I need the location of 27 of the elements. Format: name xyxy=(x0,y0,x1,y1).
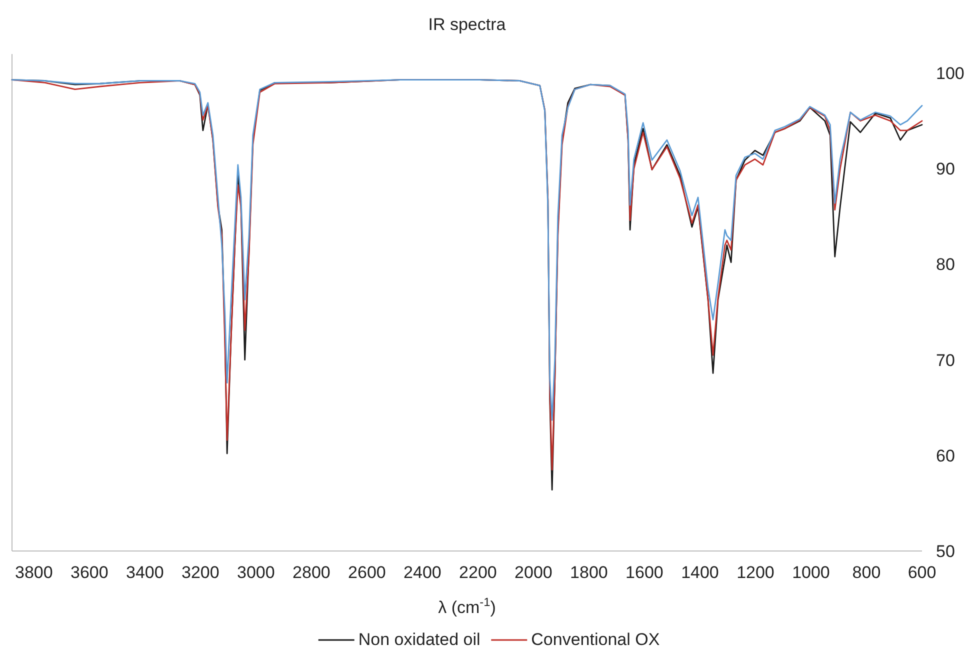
x-axis-title: λ (cm$^{-1}$) xyxy=(438,595,496,617)
x-tick-label: 1400 xyxy=(681,563,719,582)
x-tick-label: 1200 xyxy=(736,563,774,582)
x-tick-label: 2400 xyxy=(404,563,442,582)
y-tick-label: 90 xyxy=(936,160,955,179)
legend-label: Conventional OX xyxy=(531,630,660,649)
chart-title: IR spectra xyxy=(428,15,506,34)
x-tick-label: 1600 xyxy=(626,563,664,582)
y-tick-label: 80 xyxy=(936,255,955,274)
x-tick-label: 800 xyxy=(852,563,881,582)
legend-label: Non oxidated oil xyxy=(358,630,480,649)
x-tick-label: 2800 xyxy=(292,563,330,582)
y-tick-label: 50 xyxy=(936,542,955,561)
y-tick-label: 60 xyxy=(936,446,955,466)
x-tick-label: 3600 xyxy=(70,563,108,582)
y-tick-label: 100 xyxy=(936,64,964,84)
x-tick-label: 3400 xyxy=(126,563,164,582)
x-tick-label: 2000 xyxy=(514,563,552,582)
x-tick-label: 1000 xyxy=(792,563,830,582)
x-tick-label: 2200 xyxy=(459,563,497,582)
x-tick-label: 2600 xyxy=(348,563,386,582)
x-tick-label: 3800 xyxy=(15,563,53,582)
x-tick-label: 3000 xyxy=(237,563,275,582)
x-tick-label: 3200 xyxy=(182,563,220,582)
x-tick-label: 1800 xyxy=(570,563,608,582)
x-tick-label: 600 xyxy=(908,563,936,582)
y-tick-label: 70 xyxy=(936,350,955,370)
